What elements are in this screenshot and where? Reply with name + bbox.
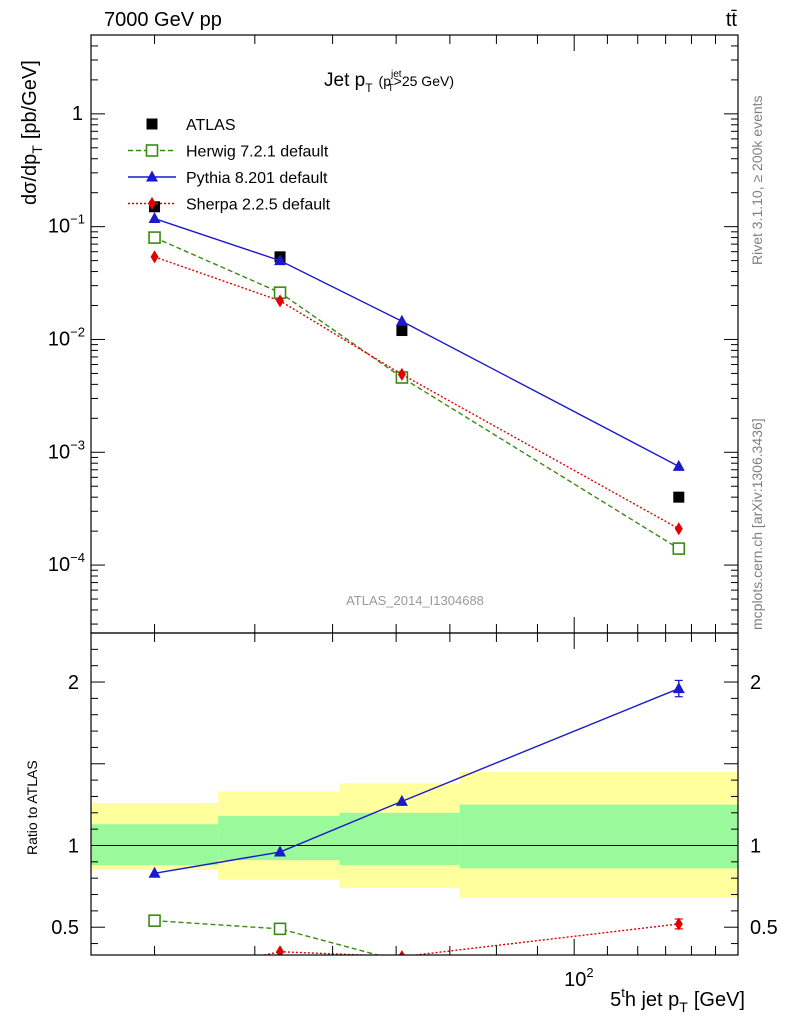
ratio-ytick-label-r-1: 1 bbox=[750, 835, 761, 857]
main-series-3-line bbox=[154, 256, 680, 530]
main-y-label: dσ/dpT[pb/GeV] bbox=[19, 60, 45, 205]
x-axis-label: 5th jet pT [GeV] bbox=[610, 985, 745, 1015]
main-series-2-point-0 bbox=[148, 212, 161, 224]
main-ytick-label-4: 10−4 bbox=[48, 550, 85, 576]
header-left: 7000 GeV pp bbox=[104, 9, 222, 31]
ratio-series-0-point-1 bbox=[273, 922, 287, 936]
main-series-2-point-1 bbox=[274, 254, 287, 266]
legend: ATLAS Herwig 7.2.1 default Pythia 8.201 de… bbox=[128, 117, 331, 214]
ratio-band-inner-3 bbox=[459, 804, 738, 869]
main-series-1-point-3 bbox=[672, 542, 686, 555]
ratio-series-2-line bbox=[260, 923, 679, 955]
legend-label-3: Sherpa 2.2.5 default bbox=[186, 197, 331, 214]
legend-marker-0 bbox=[146, 118, 158, 130]
main-series-0-point-0 bbox=[149, 201, 161, 213]
xtick-label-0: 102 bbox=[564, 965, 593, 991]
main-series-1-point-0 bbox=[148, 231, 161, 244]
main-series-2-point-2 bbox=[395, 314, 408, 326]
ratio-series-0-point-2 bbox=[396, 956, 407, 967]
main-ytick-label-2: 10−2 bbox=[48, 324, 85, 350]
legend-marker-1 bbox=[145, 144, 159, 157]
axis-ticks: 1 10−1 10−2 10−3 10−4 0.5 0.5 1 1 2 2 102 bbox=[48, 34, 778, 991]
ratio-series-1-point-3 bbox=[672, 682, 685, 694]
ratio-ytick-label-l-2: 2 bbox=[68, 672, 79, 694]
main-series-3-point-2 bbox=[397, 367, 406, 381]
ratio-series-2-point-0 bbox=[151, 971, 159, 984]
legend-marker-3 bbox=[148, 197, 156, 210]
ratio-series-0-line bbox=[154, 919, 381, 955]
main-ytick-label-3: 10−3 bbox=[48, 437, 85, 463]
ratio-series-2-point-3 bbox=[674, 917, 683, 931]
main-series-3-point-1 bbox=[276, 294, 285, 308]
ratio-ytick-label-r-0: 0.5 bbox=[750, 917, 778, 939]
ratio-band-inner-0 bbox=[91, 824, 219, 866]
main-series-2-line bbox=[154, 217, 680, 467]
ratio-series-2-point-1 bbox=[276, 945, 285, 955]
ratio-band-inner-2 bbox=[339, 812, 460, 866]
ratio-series bbox=[148, 679, 685, 984]
ratio-frame bbox=[90, 632, 739, 956]
analysis-id: ATLAS_2014_I1304688 bbox=[346, 593, 484, 608]
main-ytick-label-1: 10−1 bbox=[48, 212, 85, 238]
ratio-series-1-line bbox=[154, 687, 680, 874]
main-series bbox=[148, 201, 686, 555]
ratio-ytick-label-r-2: 2 bbox=[750, 672, 761, 694]
ratio-series-1-point-0 bbox=[148, 866, 161, 878]
legend-label-1: Herwig 7.2.1 default bbox=[186, 144, 329, 161]
ratio-ytick-label-l-1: 1 bbox=[68, 835, 79, 857]
legend-label-0: ATLAS bbox=[186, 117, 236, 134]
rivet-label: Rivet 3.1.10, ≥ 200k events bbox=[749, 95, 765, 265]
header-right: tt̄ bbox=[726, 9, 738, 31]
legend-marker-2 bbox=[146, 170, 158, 182]
legend-label-2: Pythia 8.201 default bbox=[186, 170, 328, 187]
main-title: Jet pT (pjet T>25 GeV) bbox=[324, 69, 454, 95]
axes-frames bbox=[90, 34, 739, 956]
main-series-0-point-3 bbox=[673, 491, 685, 503]
ratio-bands bbox=[91, 771, 738, 898]
mcplots-label: mcplots.cern.ch [arXiv:1306.3436] bbox=[749, 418, 765, 630]
ratio-y-label: Ratio to ATLAS bbox=[24, 760, 40, 855]
ratio-ytick-label-l-0: 0.5 bbox=[51, 917, 79, 939]
main-ytick-label-0: 1 bbox=[72, 103, 83, 125]
ratio-series-1-point-1 bbox=[274, 845, 287, 857]
ratio-series-2-point-2 bbox=[398, 950, 405, 955]
main-series-0-point-2 bbox=[396, 325, 408, 337]
main-series-3-point-3 bbox=[674, 522, 683, 536]
main-series-2-point-3 bbox=[672, 459, 685, 471]
main-series-3-point-0 bbox=[150, 250, 159, 264]
main-series-1-line bbox=[154, 236, 680, 550]
ratio-series-1-point-2 bbox=[395, 794, 408, 806]
ratio-series-0-point-0 bbox=[148, 914, 161, 927]
